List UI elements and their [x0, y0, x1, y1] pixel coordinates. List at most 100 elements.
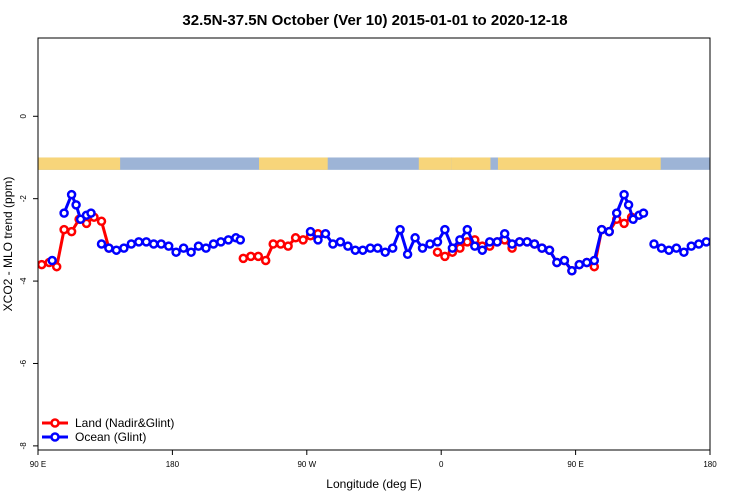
series-1-point	[596, 224, 607, 235]
series-1-point	[395, 224, 405, 235]
series-0-point	[66, 226, 77, 237]
series-1-point	[365, 243, 376, 253]
series-0-point	[38, 259, 47, 270]
series-1-point	[75, 214, 86, 225]
series-1-point	[656, 243, 667, 253]
series-1-point	[178, 243, 189, 253]
legend-item-1: Ocean (Glint)	[42, 430, 146, 444]
y-tick-label: -8	[19, 442, 28, 450]
series-1-point	[664, 245, 674, 255]
series-1-point	[66, 189, 77, 200]
series-1-point	[402, 249, 413, 260]
x-tick-label: 180	[166, 460, 180, 469]
series-1-point	[216, 237, 226, 247]
series-1-point	[47, 255, 57, 266]
series-1-point	[462, 224, 473, 235]
series-1-point	[522, 237, 532, 247]
series-1-point	[507, 239, 517, 249]
series-1-point	[432, 237, 443, 247]
series-1-point	[499, 228, 510, 239]
series-1-point	[156, 239, 166, 249]
x-axis-label: Longitude (deg E)	[326, 477, 421, 491]
series-0-point	[253, 251, 264, 262]
series-1-point	[186, 247, 196, 257]
y-axis-label: XCO2 - MLO trend (ppm)	[1, 177, 15, 312]
strip-land-2	[418, 157, 452, 170]
strip-land-1	[259, 157, 328, 170]
x-tick-label: 180	[703, 460, 717, 469]
legend-item-0: Land (Nadir&Glint)	[42, 416, 174, 430]
series-0-point	[268, 239, 278, 249]
legend-label: Ocean (Glint)	[75, 430, 146, 444]
series-1-point	[223, 235, 234, 245]
legend-swatch-point	[50, 418, 60, 428]
x-axis: 90 E 180 90 W 0 90 E 180	[30, 450, 717, 469]
land-ocean-strip	[38, 157, 710, 170]
series-1-point	[201, 243, 211, 253]
y-tick-label: 0	[19, 114, 28, 119]
series-0-point	[283, 241, 293, 251]
series-1-point	[671, 243, 682, 253]
y-tick-label: -4	[19, 277, 28, 285]
series-1-point	[134, 237, 144, 247]
series-1	[47, 189, 710, 276]
y-tick-label: -6	[19, 359, 28, 367]
series-1-point	[71, 200, 81, 210]
series-1-point	[484, 237, 495, 247]
series-1-point	[649, 239, 659, 249]
series-1-point	[126, 239, 137, 249]
series-0-point	[298, 235, 308, 245]
series-1-point	[440, 224, 450, 235]
x-tick-label: 90 W	[297, 460, 316, 469]
series-1-point	[559, 255, 570, 266]
series-1-point	[148, 239, 159, 249]
series-1-point	[611, 208, 622, 218]
series-1-point	[193, 241, 204, 251]
series-1-point	[492, 237, 502, 247]
series-1-point	[104, 243, 114, 253]
strip-land-4	[497, 157, 661, 170]
series-1-point	[171, 247, 181, 257]
series-1-point	[305, 226, 316, 237]
series-1-point	[372, 243, 383, 253]
series-1-point	[335, 237, 346, 247]
series-1-point	[552, 257, 562, 268]
series-1-point	[514, 237, 525, 247]
strip-land-3	[451, 157, 491, 170]
series-1-point	[537, 243, 547, 253]
series-1-point	[417, 243, 428, 253]
series-1-point	[701, 237, 710, 247]
series-1-point	[638, 208, 649, 218]
series-1-point	[208, 239, 219, 249]
series-1-point	[410, 233, 420, 243]
series-1-point	[387, 243, 398, 253]
series-1-point	[96, 239, 107, 249]
series-1-point	[235, 235, 246, 245]
y-axis: 0 -2 -4 -6 -8	[19, 114, 38, 450]
series-1-point	[477, 245, 488, 255]
series-1-point	[574, 259, 585, 270]
series-0-point	[51, 261, 62, 272]
series-1-point	[343, 241, 353, 251]
series-1-point	[567, 266, 577, 276]
series-1-point	[470, 241, 480, 251]
x-tick-label: 90 E	[567, 460, 583, 469]
series-0-point	[275, 239, 286, 249]
series-1-point	[328, 239, 338, 249]
series-0-point	[59, 224, 69, 235]
x-tick-label: 0	[439, 460, 444, 469]
series-1-point	[589, 255, 600, 266]
series-1-point	[544, 245, 555, 255]
x-tick-label: 90 E	[30, 460, 46, 469]
y-tick-label: -2	[19, 195, 28, 203]
series-1-point	[529, 239, 540, 249]
series-1-point	[582, 257, 592, 268]
series-1-point	[350, 245, 361, 255]
series-1-point	[694, 239, 704, 249]
series-0-point	[246, 251, 256, 262]
plot-frame	[37, 37, 711, 451]
series-1-point	[111, 245, 122, 255]
series-0-point	[440, 251, 450, 262]
legend-swatch-point	[50, 432, 60, 442]
series-0-point	[619, 218, 629, 229]
